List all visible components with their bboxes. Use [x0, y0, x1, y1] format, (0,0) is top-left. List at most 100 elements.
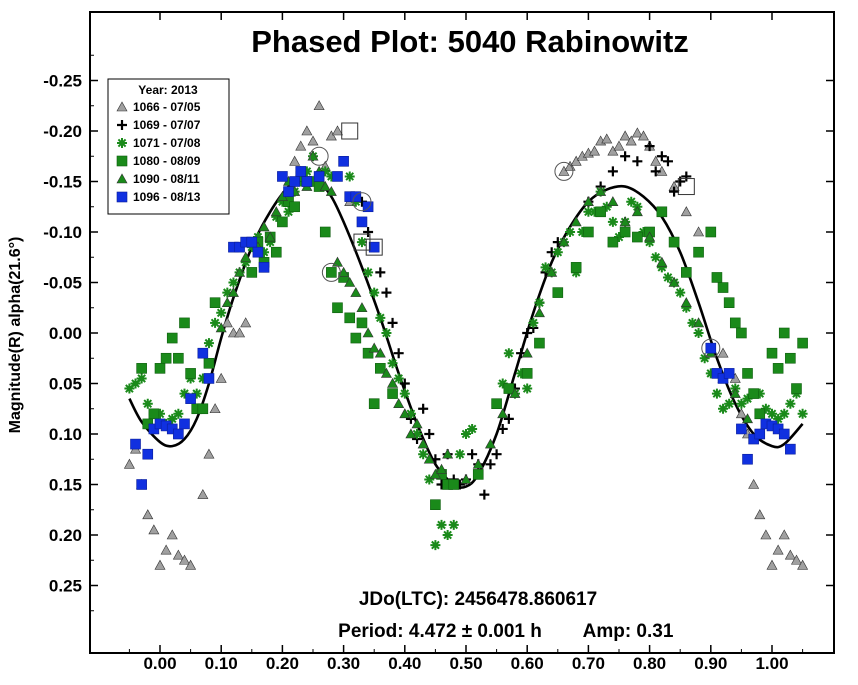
data-point — [509, 387, 521, 398]
data-point — [430, 499, 441, 511]
data-point — [277, 216, 288, 228]
data-point — [705, 226, 717, 238]
data-point — [723, 368, 735, 379]
data-point — [356, 317, 368, 329]
data-point — [423, 453, 435, 464]
data-point — [797, 408, 808, 419]
data-point — [436, 519, 447, 530]
data-point — [332, 171, 343, 182]
data-point — [461, 429, 471, 439]
data-point — [356, 237, 367, 248]
x-tick-label: 0.60 — [511, 654, 544, 673]
data-point — [644, 141, 655, 152]
legend-label: 1090 - 08/11 — [133, 172, 200, 186]
data-point — [699, 353, 710, 364]
y-tick-label: 0.25 — [49, 577, 82, 596]
data-point — [619, 130, 631, 141]
data-point — [350, 191, 362, 202]
legend: Year: 2013 1066 - 07/05 1069 - 07/07 1071 … — [107, 78, 230, 215]
data-point — [301, 176, 313, 187]
data-point — [442, 448, 454, 459]
data-point — [313, 171, 325, 182]
data-point — [668, 276, 680, 287]
data-point — [546, 266, 558, 277]
legend-marker — [116, 173, 128, 184]
data-point — [240, 317, 252, 328]
highlight-square — [365, 238, 383, 256]
data-point — [601, 201, 612, 212]
data-point — [607, 196, 619, 206]
data-point — [375, 363, 386, 374]
x-tick-label: 0.90 — [694, 654, 727, 673]
data-point — [264, 231, 276, 242]
amp-annotation: Amp: 0.31 — [583, 621, 674, 642]
data-point — [301, 125, 313, 136]
data-point — [350, 286, 362, 297]
legend-marker — [116, 155, 128, 167]
data-point — [320, 166, 331, 177]
data-point — [399, 378, 410, 389]
highlight-circle — [352, 192, 372, 212]
y-tick-label: 0.00 — [49, 324, 82, 343]
data-point — [270, 206, 282, 217]
data-point — [711, 388, 722, 399]
data-point — [650, 166, 661, 177]
data-point — [534, 337, 545, 349]
data-point — [197, 403, 209, 415]
data-point — [173, 428, 184, 440]
data-point — [582, 196, 594, 206]
data-point — [668, 236, 680, 248]
jd-annotation: JDo(LTC): 2456478.860617 — [359, 589, 597, 610]
x-tick-label: 0.40 — [388, 654, 421, 673]
data-point — [497, 408, 509, 419]
data-point — [656, 262, 667, 273]
data-point — [790, 554, 802, 565]
data-point — [331, 125, 343, 136]
data-point — [754, 388, 765, 399]
data-point — [448, 519, 459, 530]
data-point — [631, 127, 643, 138]
data-point — [363, 267, 374, 278]
data-point — [767, 408, 777, 419]
data-point — [216, 307, 227, 318]
data-point — [387, 377, 399, 388]
data-point — [570, 216, 582, 227]
data-point — [142, 509, 154, 520]
data-point — [565, 227, 576, 237]
data-point — [344, 276, 356, 287]
data-point — [375, 312, 386, 323]
data-point — [374, 347, 386, 358]
data-point — [313, 100, 325, 111]
highlight-circle — [309, 146, 329, 166]
data-point — [277, 171, 288, 182]
data-point — [319, 226, 331, 238]
data-point — [742, 368, 753, 379]
data-point — [301, 166, 312, 177]
data-point — [589, 145, 601, 156]
data-point — [540, 262, 551, 273]
data-point — [332, 302, 343, 314]
data-point — [173, 352, 184, 364]
data-point — [778, 327, 790, 339]
data-point — [778, 529, 790, 540]
data-point — [221, 317, 233, 328]
data-point — [607, 145, 619, 156]
data-point — [362, 201, 374, 213]
data-point — [632, 156, 643, 167]
data-point — [693, 328, 704, 338]
data-point — [325, 130, 337, 141]
data-point — [735, 408, 747, 419]
data-point — [662, 272, 673, 283]
data-point — [521, 347, 533, 358]
y-tick-label: -0.15 — [43, 173, 82, 192]
data-point — [363, 227, 374, 237]
data-point — [534, 297, 545, 308]
data-point — [356, 216, 368, 228]
data-point — [154, 559, 166, 570]
legend-label: 1096 - 08/13 — [133, 190, 201, 204]
data-point — [669, 186, 680, 197]
data-point — [491, 449, 502, 460]
y-axis-label: Magnitude(R) alpha(21.6°) — [7, 237, 24, 434]
